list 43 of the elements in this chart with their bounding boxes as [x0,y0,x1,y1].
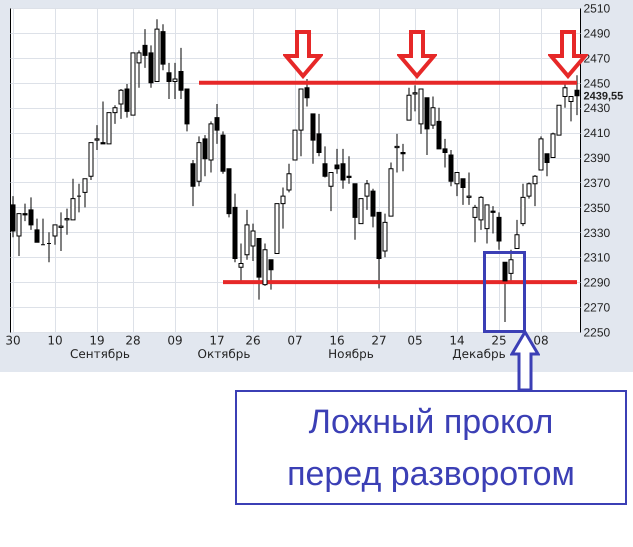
candlestick [286,163,292,193]
x-tick-label: 30 [5,334,21,348]
y-tick-label: 2450 [584,76,611,90]
candlestick [82,178,88,208]
y-tick-label: 2310 [584,250,611,265]
text: Декабрь [452,347,506,361]
y-tick-label: 2250 [584,326,611,340]
x-tick-label: 10 [47,334,63,348]
candlestick [466,172,472,206]
x-tick-label: 07 [287,334,303,348]
x-tick-label: 05 [407,334,423,348]
y-tick-label: 2350 [584,200,611,215]
x-tick-label: 27 [371,334,387,348]
x-tick-label: 14 [449,334,465,348]
y-tick-label: 2370 [584,176,611,190]
candlestick [496,212,502,250]
candlestick [34,218,40,243]
text: Ноябрь [328,347,374,361]
y-tick-label: 2330 [584,226,611,240]
candlestick [514,219,520,250]
x-tick-label: 08 [533,334,549,348]
y-tick-label: 2439,55 [584,90,624,102]
candlestick [94,124,100,151]
y-tick-label: 2290 [584,276,611,290]
y-tick-label: 2410 [584,126,611,140]
candlestick [394,133,400,173]
x-tick-label: 25 [491,334,507,348]
candlestick [238,243,244,283]
y-tick-label: 2390 [584,151,611,166]
text: Сентябрь [70,347,130,361]
x-tick-label: 26 [245,334,261,348]
y-tick-label: 2490 [584,26,611,40]
x-tick-label: 16 [329,334,345,348]
x-tick-label: 17 [209,334,225,348]
y-tick-label: 2510 [584,2,611,16]
text: Ложный прокол перед разворотом [235,390,627,505]
y-tick-label: 2270 [584,300,611,315]
candlestick [400,143,406,172]
text: Октябрь [198,347,250,361]
y-tick-label: 2430 [584,101,611,116]
x-tick-label: 19 [89,334,105,348]
x-tick-label: 09 [167,334,183,348]
x-tick-label: 28 [125,334,141,348]
